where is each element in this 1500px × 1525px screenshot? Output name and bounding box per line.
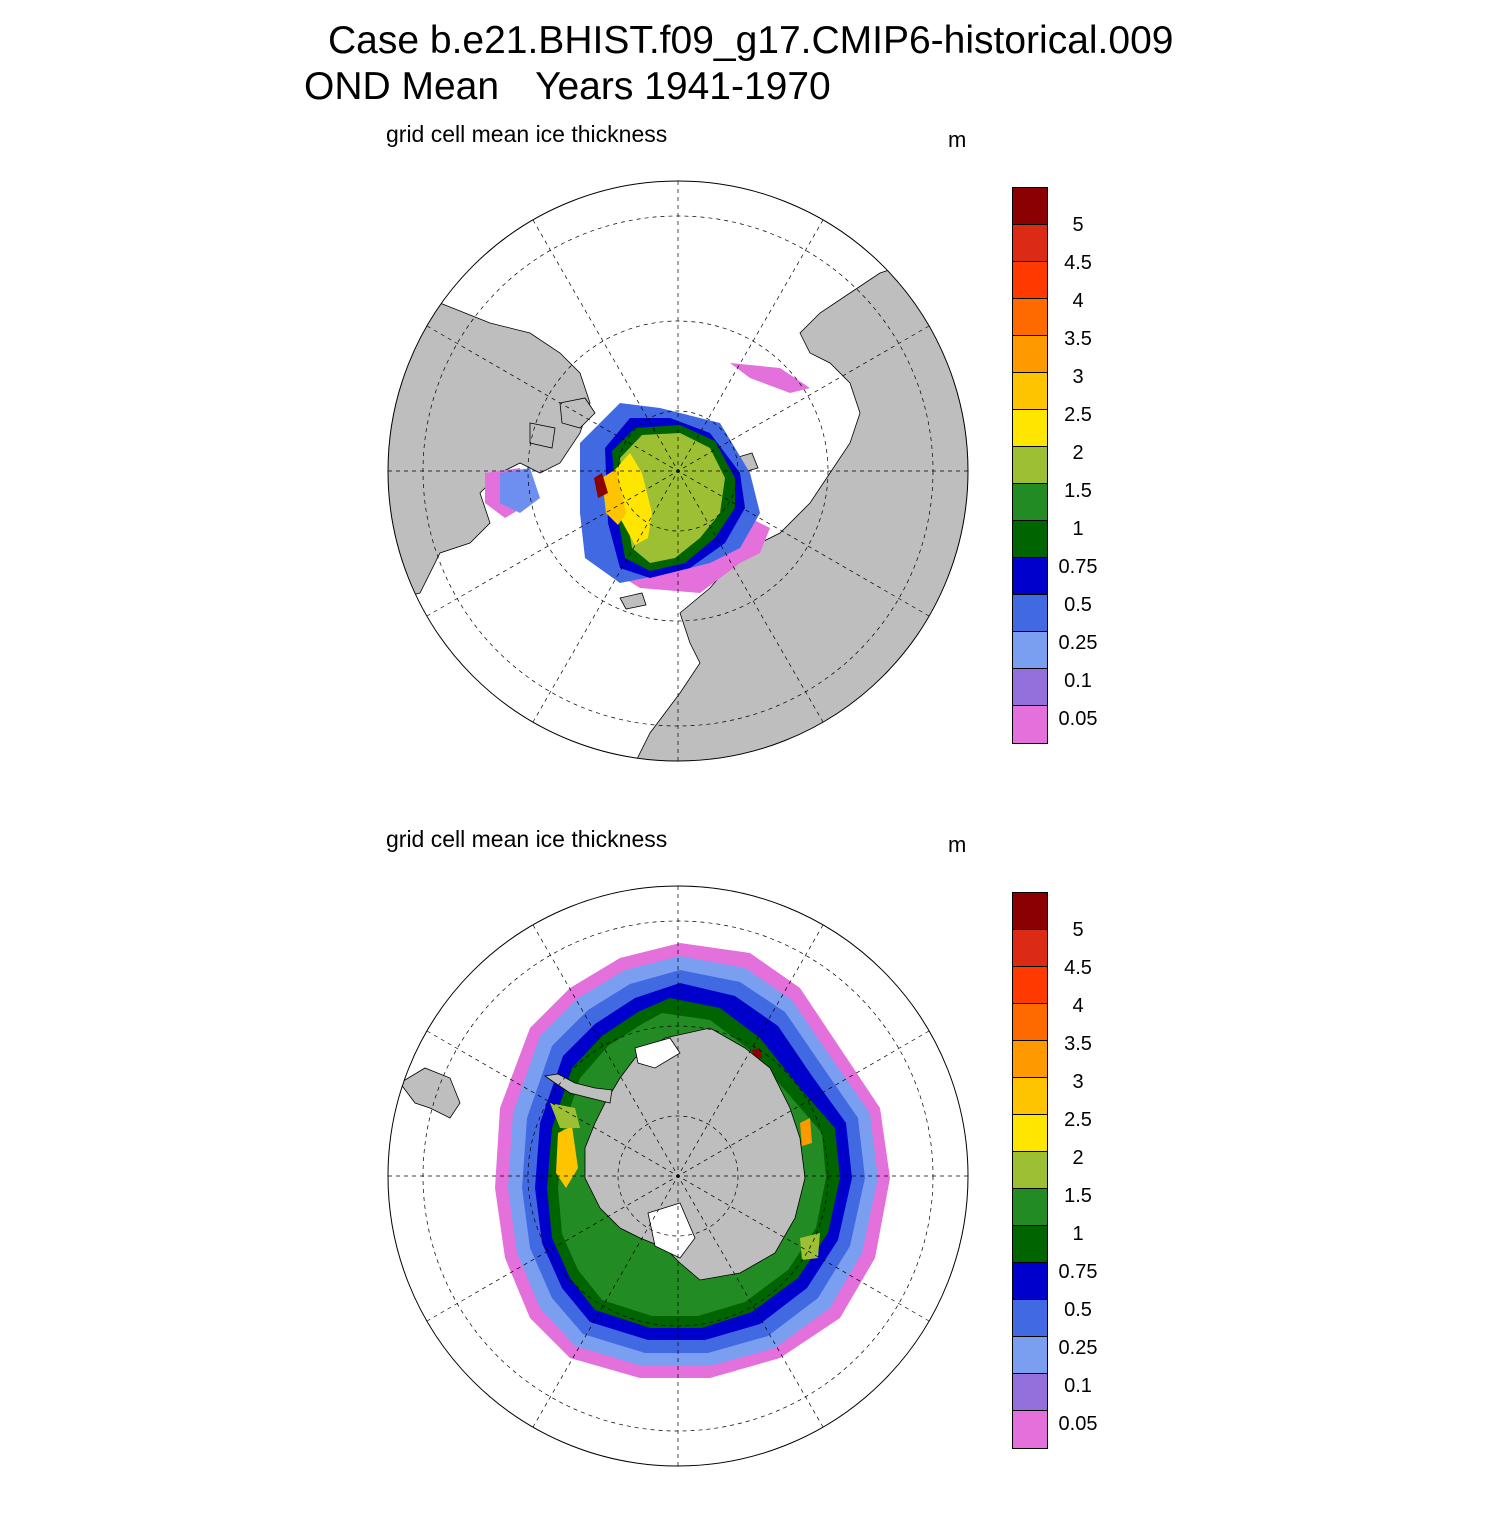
season-label: OND Mean — [304, 65, 500, 108]
years-label: Years 1941-1970 — [535, 65, 831, 108]
panel-variable-label: grid cell mean ice thickness — [386, 826, 668, 852]
colorbar-swatch — [1013, 1078, 1047, 1115]
ice-band-3 — [800, 1118, 812, 1146]
colorbar-tick-label: 2 — [1072, 1147, 1084, 1169]
map-boundary — [387, 180, 969, 762]
colorbar-tick-label: 2 — [1072, 442, 1084, 464]
arctic-polar-map — [387, 180, 969, 762]
colorbar-swatch — [1013, 188, 1047, 225]
colorbar-swatch — [1013, 558, 1047, 595]
colorbar-tick-label: 4 — [1072, 290, 1084, 312]
colorbar-swatch — [1013, 669, 1047, 706]
colorbar-tick-label: 5 — [1072, 214, 1084, 236]
colorbar-swatch — [1013, 1411, 1047, 1448]
colorbar-swatch — [1013, 706, 1047, 743]
colorbar-tick-label: 0.75 — [1058, 556, 1098, 578]
colorbar-swatch — [1013, 1263, 1047, 1300]
colorbar-swatch — [1013, 447, 1047, 484]
colorbar-swatch — [1013, 484, 1047, 521]
colorbar-tick-label: 4.5 — [1064, 252, 1092, 274]
colorbar-tick-label: 1 — [1072, 518, 1084, 540]
colorbar-tick-label: 4 — [1072, 995, 1084, 1017]
colorbar-swatch — [1013, 1041, 1047, 1078]
colorbar-swatch — [1013, 1226, 1047, 1263]
panel-unit-label: m — [948, 127, 967, 152]
figure-title-case: Case b.e21.BHIST.f09_g17.CMIP6-historica… — [328, 19, 1174, 62]
colorbar-tick-label: 0.05 — [1058, 1413, 1098, 1435]
land-eurasia — [629, 262, 968, 761]
colorbar-swatch — [1013, 595, 1047, 632]
colorbar-tick-label: 5 — [1072, 919, 1084, 941]
colorbar-swatch — [1013, 1152, 1047, 1189]
colorbar-swatch — [1013, 967, 1047, 1004]
colorbar-swatch — [1013, 262, 1047, 299]
colorbar — [1012, 892, 1048, 1449]
colorbar-swatch — [1013, 930, 1047, 967]
land-south-america — [399, 1067, 461, 1119]
colorbar-swatch — [1013, 373, 1047, 410]
colorbar-tick-label: 0.75 — [1058, 1261, 1098, 1283]
arctic-panel: grid cell mean ice thickness m — [0, 115, 1500, 820]
graticule — [388, 886, 968, 1466]
colorbar-swatch — [1013, 521, 1047, 558]
panel-unit-label: m — [948, 832, 967, 857]
colorbar-tick-label: 2.5 — [1064, 404, 1092, 426]
colorbar-tick-label: 0.5 — [1064, 1299, 1092, 1321]
colorbar-swatch — [1013, 1300, 1047, 1337]
ice-band-0-25-hudson — [500, 468, 540, 513]
colorbar-tick-label: 1.5 — [1064, 480, 1092, 502]
colorbar-swatch — [1013, 893, 1047, 930]
colorbar-tick-label: 3 — [1072, 366, 1084, 388]
colorbar-swatch — [1013, 410, 1047, 447]
map-boundary — [387, 885, 969, 1467]
panel-variable-label: grid cell mean ice thickness — [386, 121, 668, 147]
colorbar-tick-label: 3.5 — [1064, 328, 1092, 350]
colorbar-tick-label: 0.05 — [1058, 708, 1098, 730]
ice-band-2 — [612, 453, 652, 545]
colorbar-swatch — [1013, 1115, 1047, 1152]
colorbar-tick-label: 0.25 — [1058, 1337, 1098, 1359]
colorbar-tick-label: 0.1 — [1064, 670, 1092, 692]
graticule — [388, 181, 968, 761]
colorbar-tick-label: 1 — [1072, 1223, 1084, 1245]
antarctic-polar-map — [387, 885, 969, 1467]
colorbar-swatch — [1013, 1374, 1047, 1411]
colorbar-tick-label: 1.5 — [1064, 1185, 1092, 1207]
ice-band-5 — [594, 473, 608, 498]
colorbar-swatch — [1013, 225, 1047, 262]
colorbar-tick-label: 0.25 — [1058, 632, 1098, 654]
colorbar-tick-label: 0.1 — [1064, 1375, 1092, 1397]
colorbar-swatch — [1013, 336, 1047, 373]
land-antarctic-peninsula — [543, 1073, 613, 1104]
ice-shelf-ross — [647, 1202, 696, 1259]
colorbar-tick-label: 0.5 — [1064, 594, 1092, 616]
colorbar-swatch — [1013, 1004, 1047, 1041]
figure-title-period: OND Mean Years 1941-1970 — [304, 64, 831, 110]
ice-shelf-weddell — [634, 1037, 681, 1069]
colorbar-swatch — [1013, 1337, 1047, 1374]
colorbar-tick-label: 3 — [1072, 1071, 1084, 1093]
colorbar-swatch — [1013, 1189, 1047, 1226]
ice-band-2-5 — [602, 469, 626, 525]
ice-band-2-5 — [556, 1126, 578, 1188]
land-arctic-islands — [529, 397, 596, 449]
colorbar-tick-label: 2.5 — [1064, 1109, 1092, 1131]
ice-band-0-05-pacific — [730, 363, 810, 393]
colorbar-tick-label: 4.5 — [1064, 957, 1092, 979]
colorbar — [1012, 187, 1048, 744]
colorbar-swatch — [1013, 299, 1047, 336]
land-iceland — [619, 592, 647, 610]
colorbar-swatch — [1013, 632, 1047, 669]
land-antarctica — [584, 1027, 806, 1281]
land-north-america — [388, 292, 591, 604]
antarctic-panel: grid cell mean ice thickness m — [0, 820, 1500, 1525]
colorbar-tick-label: 3.5 — [1064, 1033, 1092, 1055]
ice-band-2 — [550, 1103, 820, 1260]
